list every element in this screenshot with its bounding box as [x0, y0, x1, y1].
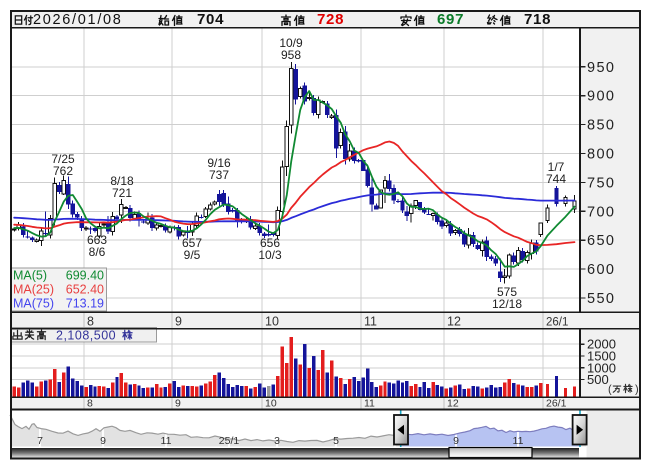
svg-text:958: 958 — [281, 48, 301, 62]
svg-text:9: 9 — [100, 435, 106, 447]
svg-text:): ) — [635, 384, 639, 396]
svg-text:650: 650 — [587, 233, 615, 249]
svg-text:10/3: 10/3 — [258, 248, 282, 262]
svg-text:550: 550 — [587, 291, 615, 307]
svg-text:8/6: 8/6 — [89, 245, 106, 259]
svg-text:7/25: 7/25 — [51, 152, 75, 166]
svg-text:10: 10 — [265, 398, 277, 410]
svg-text:8: 8 — [87, 315, 94, 329]
svg-text:(: ( — [608, 384, 612, 396]
svg-text:12: 12 — [447, 315, 461, 329]
svg-text:12/18: 12/18 — [492, 297, 522, 311]
svg-text:8: 8 — [87, 398, 93, 410]
svg-text:656: 656 — [260, 236, 280, 250]
svg-text:800: 800 — [587, 147, 615, 163]
svg-text:2,108,500: 2,108,500 — [56, 329, 116, 343]
svg-text:737: 737 — [209, 168, 229, 182]
svg-text:9: 9 — [175, 398, 181, 410]
svg-text:8/18: 8/18 — [110, 174, 134, 188]
svg-text:762: 762 — [53, 164, 73, 178]
svg-text:MA(5): MA(5) — [13, 269, 47, 283]
svg-text:2000: 2000 — [587, 337, 616, 352]
svg-text:11: 11 — [364, 398, 375, 410]
svg-text:26/1: 26/1 — [546, 317, 568, 329]
svg-text:11: 11 — [364, 315, 377, 329]
svg-text:2026/01/08: 2026/01/08 — [33, 12, 123, 28]
svg-text:697: 697 — [437, 11, 464, 28]
svg-text:1500: 1500 — [587, 349, 616, 364]
svg-text:7: 7 — [37, 435, 43, 447]
svg-text:1/7: 1/7 — [548, 160, 565, 174]
svg-text:11: 11 — [161, 435, 172, 447]
svg-text:5: 5 — [333, 435, 339, 447]
svg-text:11: 11 — [513, 435, 524, 447]
svg-text:652.40: 652.40 — [66, 283, 104, 297]
svg-text:1000: 1000 — [587, 360, 616, 375]
svg-text:721: 721 — [112, 186, 132, 200]
svg-text:9: 9 — [175, 315, 182, 329]
svg-text:657: 657 — [182, 236, 202, 250]
svg-text:600: 600 — [587, 262, 615, 278]
svg-text:718: 718 — [524, 11, 551, 28]
svg-text:850: 850 — [587, 118, 615, 134]
svg-text:9/5: 9/5 — [184, 248, 201, 262]
svg-text:9: 9 — [453, 435, 459, 447]
svg-text:500: 500 — [587, 372, 609, 387]
svg-text:MA(75): MA(75) — [13, 297, 54, 311]
svg-text:750: 750 — [587, 175, 615, 191]
svg-text:728: 728 — [317, 11, 344, 28]
svg-text:25/1: 25/1 — [219, 435, 240, 447]
svg-text:MA(25): MA(25) — [13, 283, 54, 297]
svg-text:575: 575 — [497, 285, 517, 299]
svg-text:900: 900 — [587, 89, 615, 105]
svg-text:3: 3 — [274, 435, 280, 447]
svg-text:9/16: 9/16 — [207, 156, 231, 170]
svg-text:26/1: 26/1 — [546, 398, 567, 410]
svg-text:950: 950 — [587, 60, 615, 76]
svg-text:10: 10 — [265, 315, 279, 329]
svg-text:704: 704 — [197, 11, 224, 28]
svg-text:663: 663 — [87, 233, 107, 247]
svg-text:10/9: 10/9 — [279, 36, 303, 50]
svg-text:699.40: 699.40 — [66, 269, 104, 283]
svg-text:12: 12 — [447, 398, 459, 410]
svg-text:700: 700 — [587, 204, 615, 220]
svg-text:744: 744 — [546, 172, 566, 186]
svg-text:713.19: 713.19 — [66, 297, 104, 311]
